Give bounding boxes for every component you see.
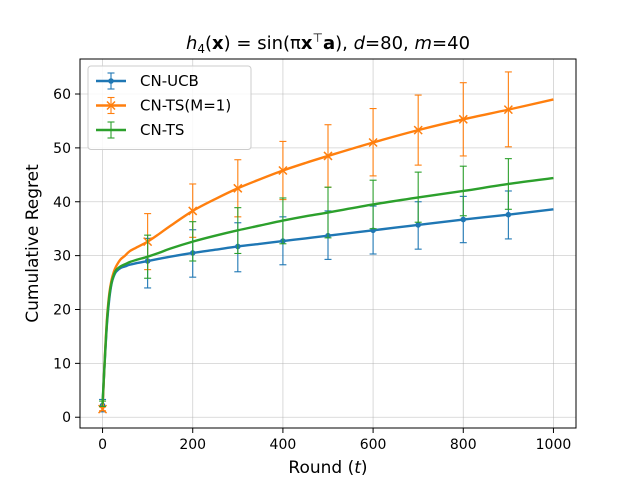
data-point [188, 206, 198, 216]
title-m-value: =40 [432, 33, 470, 54]
title-close: ) [335, 33, 342, 54]
title-equals: ) = sin(π [224, 33, 301, 54]
x-axis-label: Round (t) [288, 458, 367, 478]
ticks: 0 200 400 600 800 1000 0 10 20 30 40 50 60 [53, 87, 571, 453]
title-sep1: , [342, 33, 353, 54]
y-tick-label: 20 [53, 302, 71, 318]
legend-item: CN-UCB [96, 72, 199, 90]
legend-item: CN-TS(M=1) [96, 97, 231, 115]
title-var-x: x [212, 33, 224, 54]
title-func: h [186, 33, 197, 54]
data-point [505, 211, 512, 218]
y-tick-label: 0 [62, 410, 71, 426]
data-point [233, 183, 243, 193]
x-tick-label: 0 [98, 437, 107, 453]
title-open: ( [205, 33, 212, 54]
y-tick-label: 60 [53, 87, 71, 103]
title-superscript: ⊤ [313, 31, 323, 45]
title-var-a: a [323, 33, 335, 54]
x-tick-label: 200 [179, 437, 206, 453]
data-point [323, 151, 333, 161]
series-layer [98, 71, 554, 414]
y-axis-label: Cumulative Regret [23, 164, 43, 323]
series-line [101, 176, 554, 404]
data-point [460, 216, 467, 223]
x-axis-label-var: t [354, 458, 362, 478]
legend-label: CN-TS [140, 121, 184, 139]
title-var-x2: x [301, 33, 313, 54]
x-axis-label-close: ) [361, 458, 368, 478]
legend-marker [106, 100, 116, 111]
chart-title: h4(x) = sin(πx⊤a), d=80, m=40 [186, 31, 470, 56]
x-tick-label: 1000 [536, 437, 572, 453]
data-point [503, 105, 513, 115]
x-tick-label: 600 [360, 437, 387, 453]
x-tick-label: 800 [450, 437, 477, 453]
legend-item: CN-TS [96, 121, 184, 139]
legend-marker [108, 78, 114, 84]
y-tick-label: 50 [53, 141, 71, 157]
data-point [413, 125, 423, 135]
data-point [415, 222, 421, 228]
title-sep2: , [403, 33, 414, 54]
data-point [278, 165, 288, 176]
y-tick-label: 10 [53, 356, 71, 372]
x-axis-label-text: Round ( [288, 458, 354, 478]
legend-label: CN-TS(M=1) [140, 97, 231, 115]
title-m-label: m [414, 33, 432, 54]
data-point [458, 114, 468, 124]
title-d-value: =80 [365, 33, 403, 54]
legend-box [87, 65, 252, 150]
x-tick-label: 400 [270, 437, 297, 453]
legend: CN-UCB CN-TS(M=1) CN-TS [87, 65, 252, 150]
legend-label: CN-UCB [140, 72, 199, 90]
series-cn-ts [99, 158, 554, 408]
plot-frame [79, 58, 577, 429]
data-point [368, 137, 378, 148]
title-d-label: d [354, 33, 366, 54]
y-tick-label: 40 [53, 195, 71, 211]
title-subscript: 4 [197, 42, 205, 56]
y-tick-label: 30 [53, 249, 71, 265]
